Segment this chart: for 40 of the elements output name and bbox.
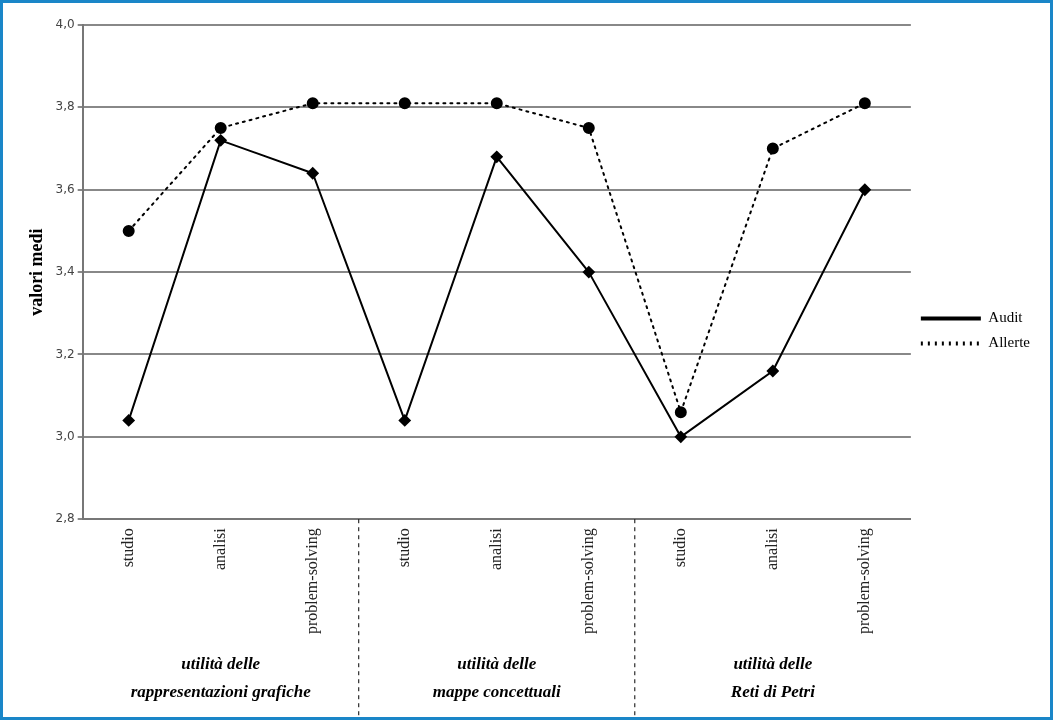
point xyxy=(582,121,595,134)
point xyxy=(674,430,687,443)
text: utilità delle mappe concettuali xyxy=(432,654,562,702)
point xyxy=(490,150,503,163)
legend-label: Audit xyxy=(988,309,1024,326)
x-tick-label: problem-solving xyxy=(578,528,597,634)
point xyxy=(306,167,319,180)
point xyxy=(490,97,503,110)
legend-label: Allerte xyxy=(988,334,1031,351)
y-tick-label: 2,8 xyxy=(55,511,75,526)
point xyxy=(582,266,595,279)
y-tick-label: 3,4 xyxy=(55,264,75,279)
x-tick-label: studio xyxy=(118,528,136,568)
point xyxy=(214,121,227,134)
text: utilità delle rappresentazioni grafiche xyxy=(130,654,312,702)
x-tick-label: studio xyxy=(671,528,689,568)
y-tick-label: 3,0 xyxy=(55,428,75,443)
point xyxy=(766,142,779,155)
point xyxy=(306,97,319,110)
point xyxy=(122,224,135,237)
point xyxy=(858,183,871,196)
x-tick-label: analisi xyxy=(486,527,504,570)
x-tick-label: analisi xyxy=(210,527,228,570)
point xyxy=(398,414,411,427)
point xyxy=(214,134,227,147)
x-tick-label: studio xyxy=(394,528,412,568)
x-tick-label: problem-solving xyxy=(302,528,321,634)
y-tick-label: 3,6 xyxy=(55,181,75,196)
point xyxy=(674,406,687,419)
point xyxy=(398,97,411,110)
x-tick-label: problem-solving xyxy=(855,528,874,634)
point xyxy=(766,364,779,377)
point xyxy=(122,414,135,427)
y-tick-label: 3,8 xyxy=(55,99,75,114)
y-tick-label: 4,0 xyxy=(55,17,75,32)
y-axis-title: valori medi xyxy=(26,228,47,316)
y-tick-label: 3,2 xyxy=(55,346,75,361)
point xyxy=(858,97,871,110)
x-tick-label: analisi xyxy=(763,527,781,570)
text: utilità delle Reti di Petri xyxy=(729,654,816,702)
